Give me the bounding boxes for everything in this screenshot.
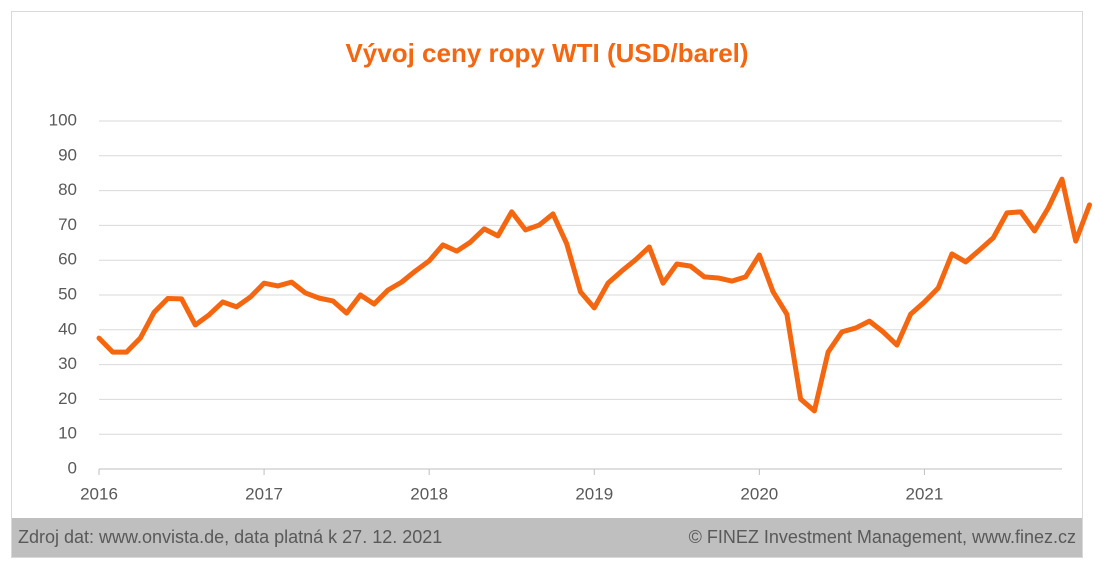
x-tick-label: 2020	[740, 484, 778, 503]
data-line	[96, 176, 1093, 414]
y-tick-label: 80	[58, 180, 77, 199]
y-tick-label: 10	[58, 424, 77, 443]
y-tick-label: 20	[58, 389, 77, 408]
x-tick-label: 2019	[575, 484, 613, 503]
y-tick-label: 60	[58, 250, 77, 269]
y-tick-label: 30	[58, 354, 77, 373]
y-tick-label: 50	[58, 284, 77, 303]
y-tick-label: 100	[49, 110, 77, 129]
footer-copyright: © FINEZ Investment Management, www.finez…	[689, 527, 1076, 547]
x-tick-label: 2017	[245, 484, 283, 503]
x-tick-label: 2016	[80, 484, 118, 503]
x-tick-label: 2021	[906, 484, 944, 503]
y-tick-label: 40	[58, 319, 77, 338]
footer-source: Zdroj dat: www.onvista.de, data platná k…	[18, 527, 442, 547]
y-tick-label: 70	[58, 215, 77, 234]
y-tick-label: 0	[68, 458, 77, 477]
chart-title: Vývoj ceny ropy WTI (USD/barel)	[345, 38, 748, 68]
footer-band	[12, 518, 1082, 557]
y-tick-label: 90	[58, 145, 77, 164]
x-tick-label: 2018	[410, 484, 448, 503]
chart-frame	[11, 11, 1083, 558]
